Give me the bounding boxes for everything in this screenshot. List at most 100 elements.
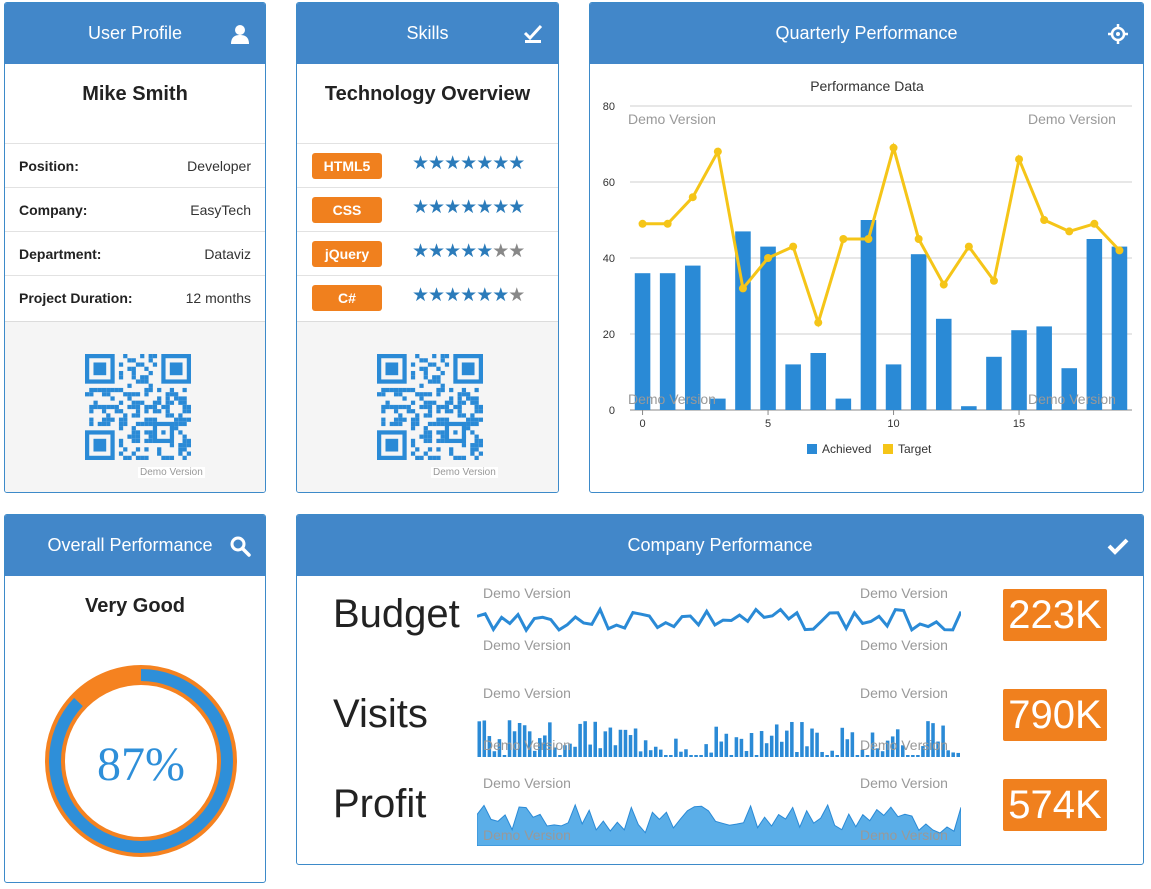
bar-achieved[interactable] bbox=[735, 231, 751, 410]
star-icon: ★ bbox=[492, 197, 509, 218]
point-target[interactable] bbox=[889, 143, 898, 152]
point-target[interactable] bbox=[738, 284, 747, 293]
visits-bar bbox=[598, 748, 603, 757]
legend-label[interactable]: Target bbox=[898, 442, 932, 456]
checkmark-icon[interactable] bbox=[1107, 535, 1129, 557]
visits-bar bbox=[588, 744, 592, 757]
bar-achieved[interactable] bbox=[885, 364, 902, 410]
visits-bar bbox=[754, 755, 759, 757]
point-target[interactable] bbox=[989, 276, 998, 285]
visits-bar bbox=[880, 751, 885, 757]
visits-bar bbox=[628, 735, 633, 757]
visits-bar bbox=[885, 740, 890, 757]
visits-bar bbox=[744, 751, 749, 757]
profit-area-sparkline bbox=[477, 803, 961, 846]
visits-bar bbox=[815, 732, 819, 757]
star-icon: ★ bbox=[460, 241, 477, 262]
bar-achieved[interactable] bbox=[710, 398, 726, 410]
star-icon: ★ bbox=[460, 153, 477, 174]
overall-header: Overall Performance bbox=[5, 515, 265, 576]
star-icon: ★ bbox=[428, 285, 445, 306]
qr-watermark: Demo Version bbox=[138, 467, 205, 478]
visits-bar bbox=[679, 751, 683, 757]
point-target[interactable] bbox=[688, 193, 697, 202]
skills-panel: Skills Technology Overview HTML5 ★★★★★★★… bbox=[296, 2, 559, 493]
point-target[interactable] bbox=[1090, 219, 1099, 228]
search-icon[interactable] bbox=[229, 535, 251, 557]
bar-achieved[interactable] bbox=[835, 398, 852, 410]
visits-bar bbox=[860, 749, 865, 757]
skill-row: jQuery ★★★★★★★ bbox=[297, 231, 558, 275]
visits-bar bbox=[921, 746, 925, 757]
visits-bar bbox=[795, 752, 799, 757]
point-target[interactable] bbox=[764, 254, 773, 262]
profile-name: Mike Smith bbox=[82, 83, 188, 105]
gauge-fill bbox=[49, 669, 233, 853]
bar-achieved[interactable] bbox=[1036, 326, 1052, 410]
bar-achieved[interactable] bbox=[1011, 330, 1027, 410]
budget-line bbox=[477, 605, 961, 634]
bar-achieved[interactable] bbox=[634, 273, 651, 410]
watermark: Demo Version bbox=[860, 827, 948, 843]
skill-badge: C# bbox=[312, 285, 382, 311]
performance-gauge: 87% bbox=[45, 665, 237, 857]
bar-achieved[interactable] bbox=[760, 246, 776, 410]
watermark: Demo Version bbox=[483, 685, 571, 701]
point-target[interactable] bbox=[964, 242, 973, 251]
visits-bar bbox=[865, 755, 870, 757]
visits-bar bbox=[684, 749, 688, 757]
bar-achieved[interactable] bbox=[785, 364, 801, 410]
point-target[interactable] bbox=[864, 235, 873, 243]
legend-label[interactable]: Achieved bbox=[822, 442, 871, 456]
profile-value: 12 months bbox=[185, 289, 251, 306]
point-target[interactable] bbox=[814, 318, 823, 327]
bar-achieved[interactable] bbox=[1086, 239, 1103, 410]
visits-bar bbox=[895, 729, 900, 757]
profile-row-position: Position: Developer bbox=[5, 143, 265, 187]
skill-badge: jQuery bbox=[312, 241, 382, 267]
point-target[interactable] bbox=[713, 147, 722, 156]
profile-key: Project Duration: bbox=[19, 289, 133, 306]
point-target[interactable] bbox=[1065, 227, 1074, 236]
bar-achieved[interactable] bbox=[659, 273, 676, 410]
star-icon: ★ bbox=[444, 241, 461, 262]
bar-achieved[interactable] bbox=[1061, 368, 1078, 410]
bar-achieved[interactable] bbox=[961, 406, 977, 410]
visits-bar bbox=[538, 738, 542, 757]
checkbox-edit-icon[interactable] bbox=[522, 23, 544, 45]
visits-bar bbox=[623, 729, 628, 757]
point-target[interactable] bbox=[663, 219, 672, 228]
bar-achieved[interactable] bbox=[860, 220, 877, 410]
visits-bar bbox=[527, 731, 532, 757]
point-target[interactable] bbox=[939, 280, 948, 289]
visits-bar bbox=[835, 755, 839, 757]
line-target bbox=[642, 142, 1121, 328]
point-target[interactable] bbox=[1115, 246, 1124, 255]
bar-achieved[interactable] bbox=[1111, 246, 1128, 410]
bar-achieved[interactable] bbox=[684, 265, 701, 410]
watermark: Demo Version bbox=[483, 637, 571, 653]
chart-watermark: Demo Version bbox=[1028, 111, 1116, 127]
watermark: Demo Version bbox=[860, 585, 948, 601]
bar-achieved[interactable] bbox=[910, 254, 927, 410]
point-target[interactable] bbox=[1015, 155, 1024, 164]
kpi-label-budget: Budget bbox=[333, 592, 460, 636]
point-target[interactable] bbox=[1040, 216, 1049, 224]
crosshair-icon[interactable] bbox=[1107, 23, 1129, 45]
profile-qr-area: Demo Version bbox=[5, 321, 265, 492]
star-icon: ★ bbox=[460, 197, 477, 218]
bar-achieved[interactable] bbox=[935, 318, 952, 410]
gauge-outer-border bbox=[45, 665, 237, 857]
bar-achieved[interactable] bbox=[810, 353, 827, 410]
bar-achieved[interactable] bbox=[986, 356, 1002, 410]
point-target[interactable] bbox=[638, 219, 647, 228]
user-icon[interactable] bbox=[229, 23, 251, 45]
point-target[interactable] bbox=[914, 235, 923, 243]
point-target[interactable] bbox=[789, 242, 798, 251]
x-tick-label: 5 bbox=[765, 418, 771, 430]
visits-bar bbox=[558, 755, 562, 757]
point-target[interactable] bbox=[839, 235, 848, 243]
visits-bar bbox=[517, 722, 522, 757]
star-icon: ★ bbox=[476, 285, 493, 306]
